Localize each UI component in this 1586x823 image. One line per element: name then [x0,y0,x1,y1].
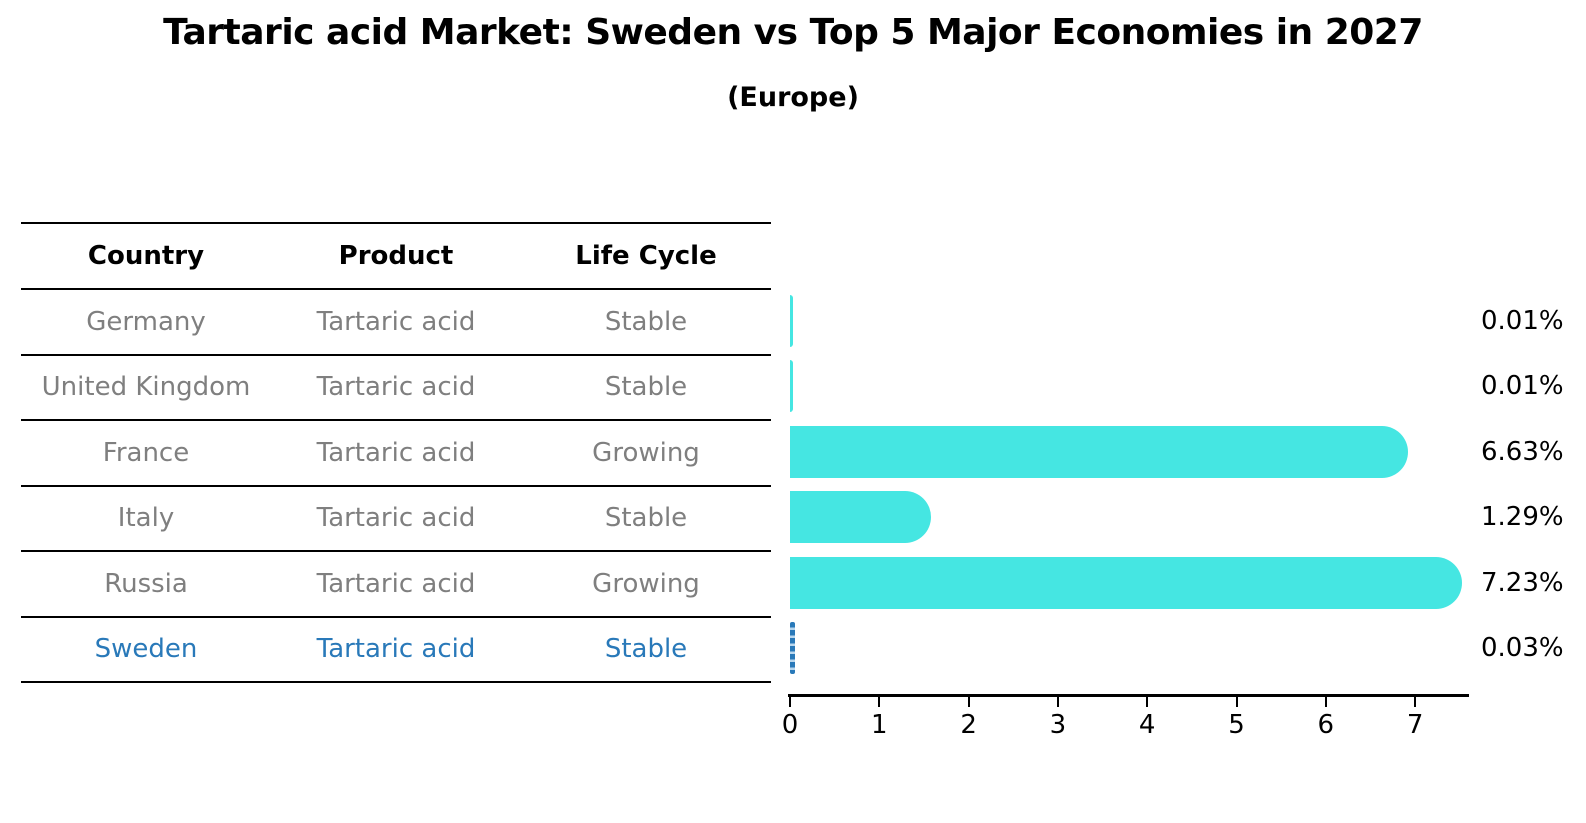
table-row-france: France Tartaric acid Growing [21,421,771,487]
x-axis-tick [1056,696,1059,707]
chart-subtitle: (Europe) [727,82,859,113]
x-axis-tick [1324,696,1327,707]
bar-germany [790,294,793,347]
country-cell: France [102,437,190,468]
x-tick-label: 5 [1228,710,1245,740]
x-tick-label: 4 [1138,710,1156,740]
column-header-product: Product [338,241,454,271]
value-label-italy: 1.29% [1481,502,1564,533]
lifecycle-cell: Growing [592,568,700,599]
x-tick-label: 0 [781,710,799,740]
x-tick-label: 3 [1049,710,1067,740]
product-cell: Tartaric acid [316,306,476,337]
country-cell: Russia [104,568,188,599]
x-axis-line [788,694,1470,697]
country-cell: Italy [117,503,175,534]
bar-russia [790,556,1462,609]
x-axis-tick [1146,696,1149,707]
bar-united-kingdom [790,360,793,413]
x-axis-tick [1235,696,1238,707]
x-axis-tick [967,696,970,707]
lifecycle-cell: Growing [592,437,700,468]
country-table: Country Product Life Cycle Germany Tarta… [21,222,771,683]
value-label-sweden: 0.03% [1481,633,1564,664]
table-row-italy: Italy Tartaric acid Stable [21,487,771,552]
x-tick-label: 1 [871,710,888,740]
product-cell: Tartaric acid [316,437,476,468]
country-cell: United Kingdom [41,372,251,403]
lifecycle-cell: Stable [604,372,688,403]
x-axis-tick [789,696,791,707]
value-label-germany: 0.01% [1481,305,1564,336]
table-row-russia: Russia Tartaric acid Growing [21,552,771,618]
lifecycle-cell: Stable [604,634,688,665]
product-cell: Tartaric acid [316,372,476,403]
x-axis-tick [1414,696,1417,707]
x-tick-label: 7 [1406,710,1424,740]
country-cell: Germany [86,306,206,337]
lifecycle-cell: Stable [604,306,688,337]
table-row-sweden: Sweden Tartaric acid Stable [21,618,771,683]
product-cell: Tartaric acid [316,568,476,599]
bar-sweden [790,622,795,675]
x-tick-label: 2 [960,710,977,740]
product-cell: Tartaric acid [316,503,476,534]
bar-italy [790,491,932,544]
column-header-country: Country [87,241,205,271]
product-cell: Tartaric acid [316,634,476,665]
value-label-russia: 7.23% [1481,567,1564,598]
bar-france [790,425,1409,478]
table-header-row: Country Product Life Cycle [21,224,771,290]
column-header-lifecycle: Life Cycle [575,241,717,271]
lifecycle-cell: Stable [604,503,688,534]
table-row-germany: Germany Tartaric acid Stable [21,290,771,356]
x-tick-label: 6 [1317,710,1335,740]
x-axis-tick [878,696,881,707]
table-row-united-kingdom: United Kingdom Tartaric acid Stable [21,356,771,421]
country-cell: Sweden [94,634,198,665]
chart-title: Tartaric acid Market: Sweden vs Top 5 Ma… [163,12,1423,53]
value-label-united-kingdom: 0.01% [1481,371,1564,402]
value-label-france: 6.63% [1481,436,1564,467]
